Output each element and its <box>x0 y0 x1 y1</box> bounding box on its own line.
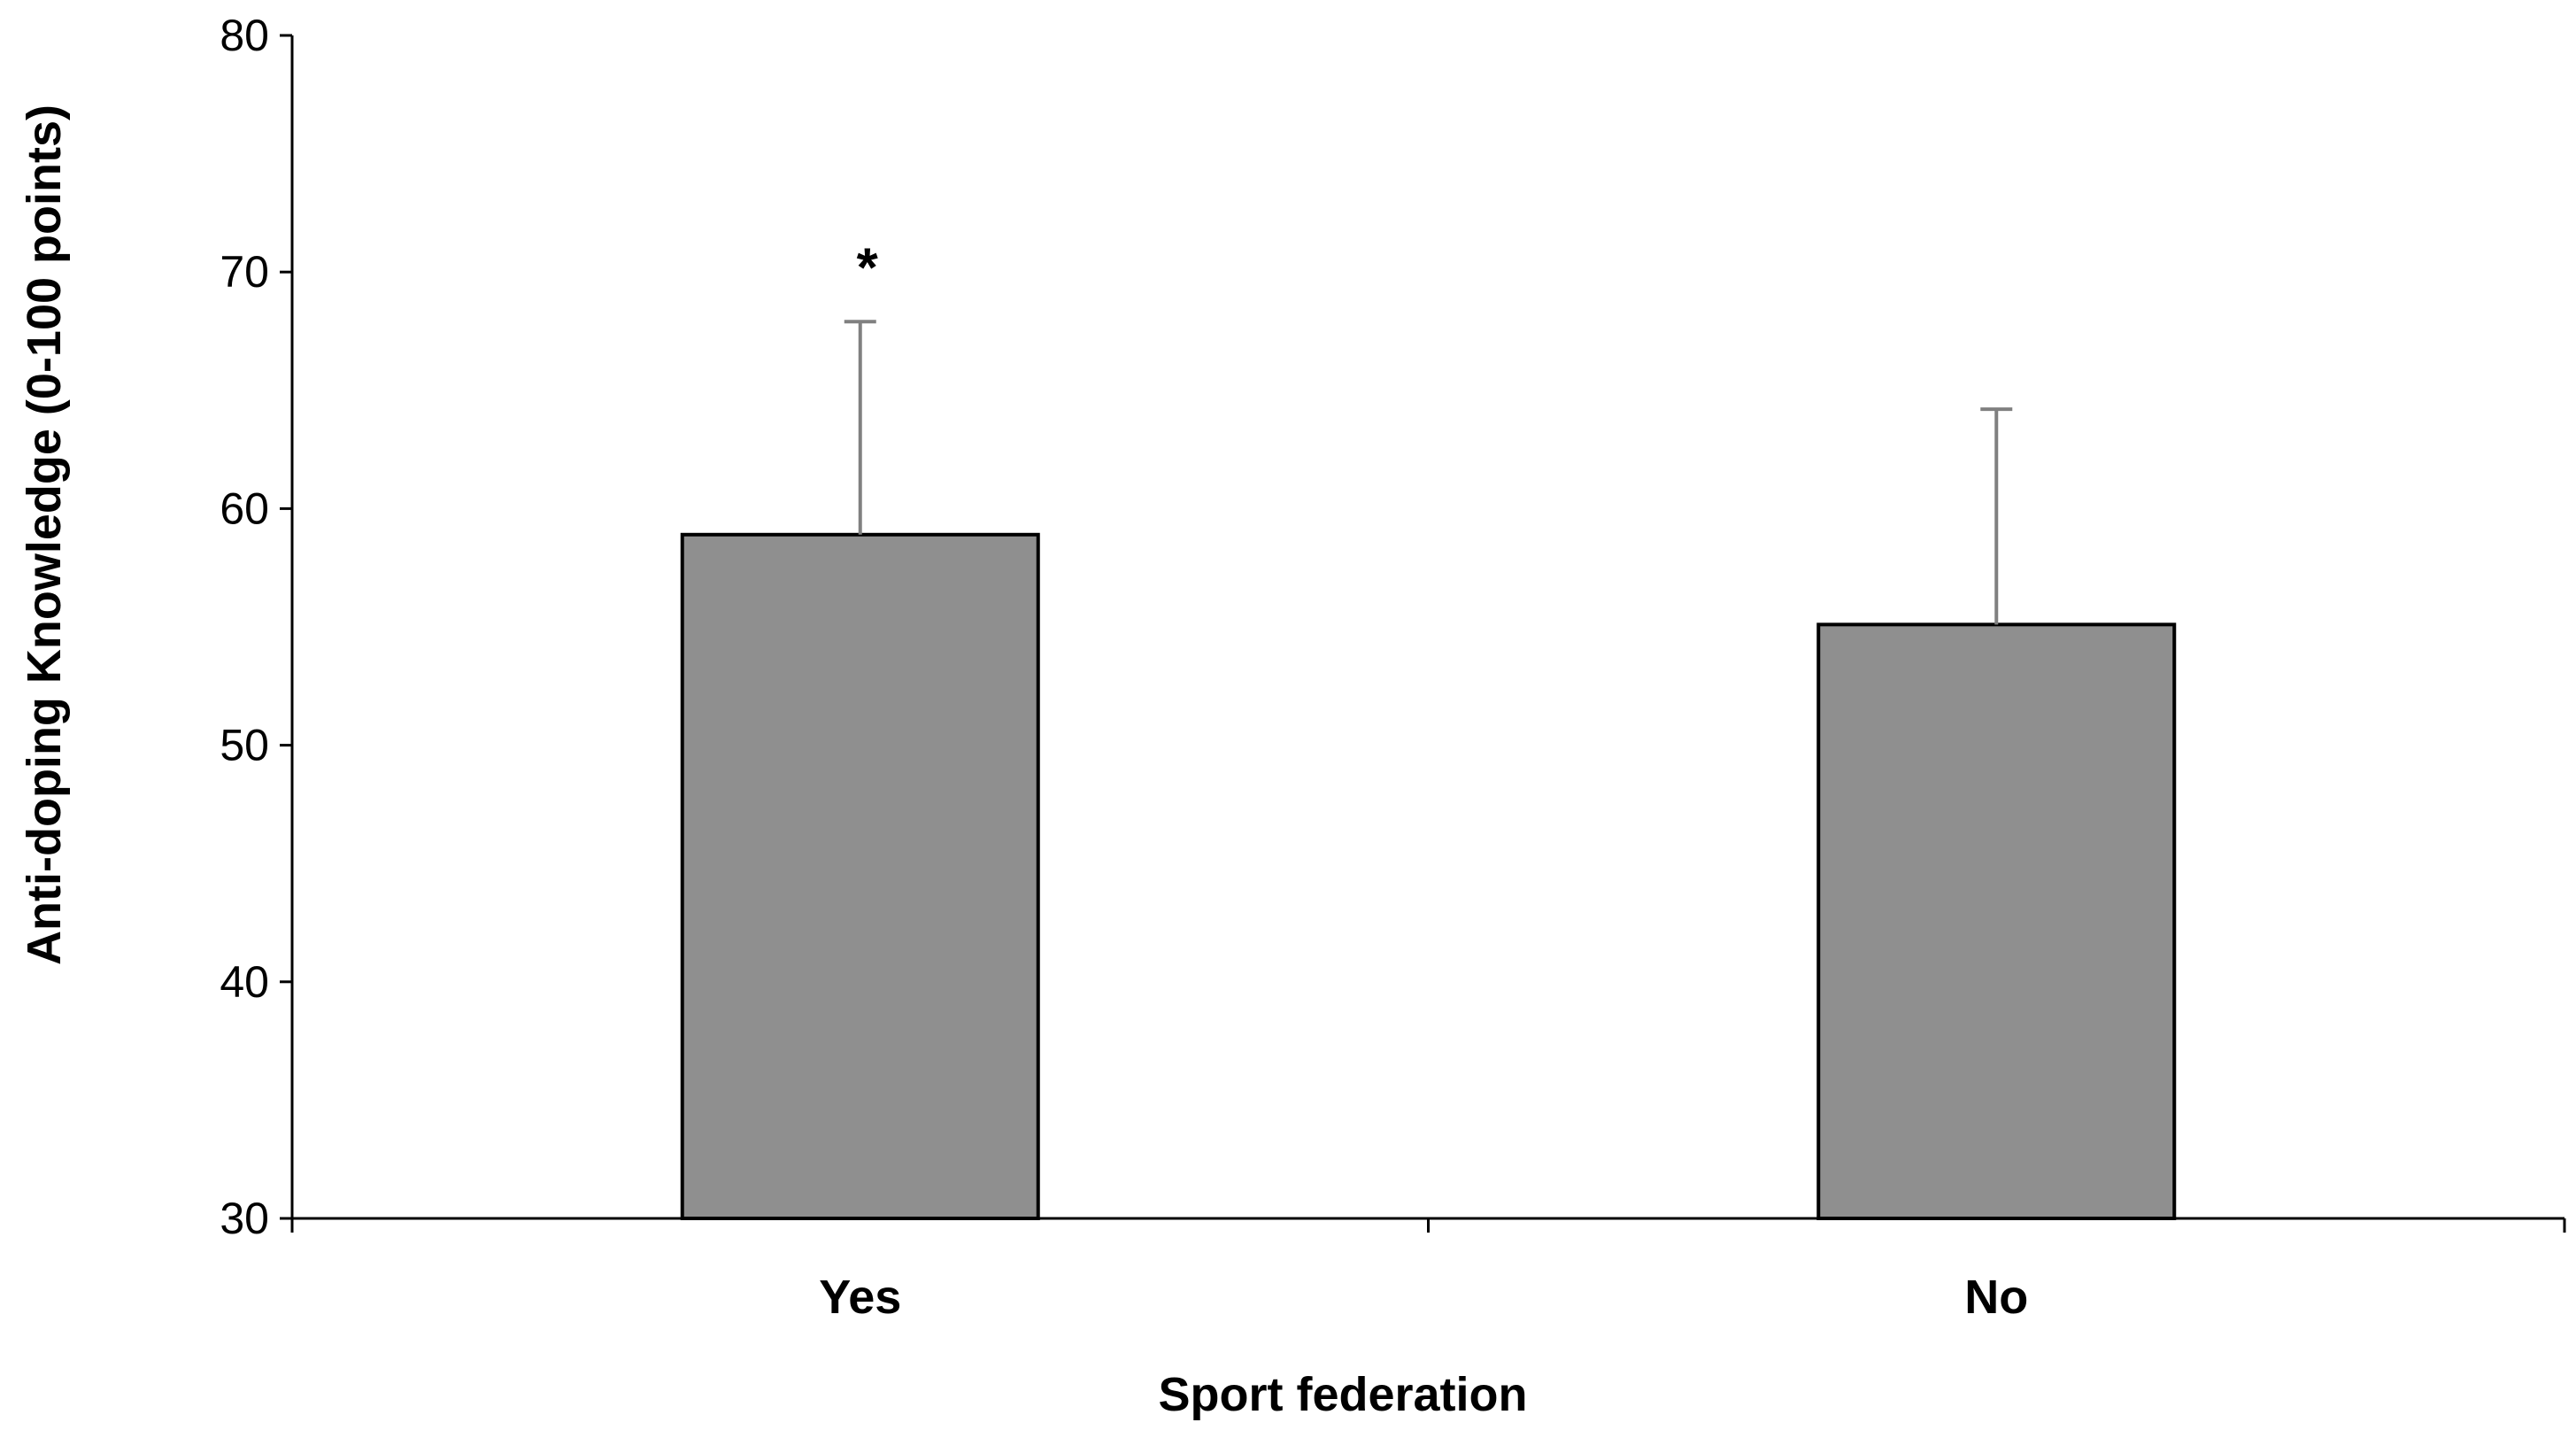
x-ticks-layer: Yes No <box>290 1218 2566 1324</box>
annotations-layer: * <box>857 237 879 298</box>
y-tick-label: 60 <box>220 483 269 533</box>
error-bars-layer <box>844 320 2013 625</box>
axes-layer <box>290 35 2564 1220</box>
y-tick-label: 50 <box>220 721 269 770</box>
y-tick-label: 40 <box>220 957 269 1007</box>
x-category-label: No <box>1964 1271 2028 1324</box>
y-tick-label: 80 <box>220 11 269 60</box>
bars-layer <box>680 532 2177 1220</box>
y-axis-title: Anti-doping Knowledge (0-100 points) <box>18 104 71 965</box>
significance-marker: * <box>857 237 879 298</box>
x-category-label: Yes <box>819 1271 901 1324</box>
bar-no <box>1816 622 2177 1220</box>
y-tick-label: 70 <box>220 247 269 297</box>
y-ticks-layer: 30 40 50 60 70 80 <box>220 11 292 1243</box>
bar-yes <box>680 532 1040 1220</box>
x-axis-title: Sport federation <box>1158 1368 1527 1421</box>
y-tick-label: 30 <box>220 1194 269 1243</box>
